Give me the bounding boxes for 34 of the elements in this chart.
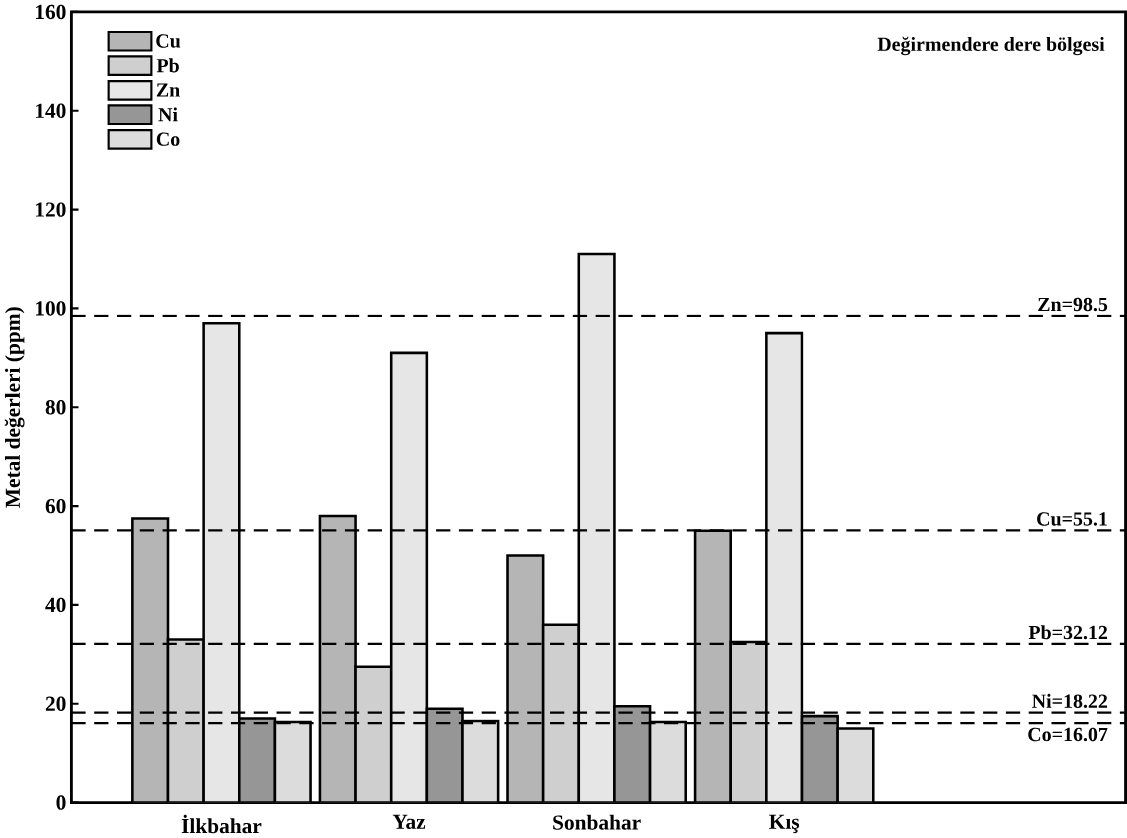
bar	[319, 515, 356, 803]
x-tick-label: Yaz	[392, 814, 426, 829]
y-tick-label: 20	[45, 696, 66, 711]
ref-line-label: Ni=18.22	[1032, 693, 1108, 708]
legend-label: Zn	[156, 83, 180, 97]
ref-line-label: Pb=32.12	[1028, 625, 1108, 640]
y-tick-label: 140	[36, 103, 66, 118]
y-tick-label: 100	[36, 301, 66, 316]
x-tick-label: Kış	[769, 814, 800, 834]
bar	[507, 555, 544, 803]
legend-label: Ni	[158, 107, 178, 122]
y-tick-label: 60	[45, 498, 66, 514]
y-tick-label: 160	[36, 4, 66, 20]
ref-line-label: Co=16.07	[1028, 727, 1108, 742]
bar	[765, 331, 804, 803]
bar	[693, 529, 732, 803]
y-tick-label: 120	[36, 202, 66, 217]
bar	[391, 352, 427, 803]
x-tick-label: Sonbahar	[553, 814, 641, 830]
ref-line-label: Zn=98.5	[1038, 297, 1108, 312]
y-tick-label: 80	[45, 400, 66, 415]
bar	[132, 518, 168, 803]
ref-line-label: Cu=55.1	[1037, 512, 1107, 526]
y-axis-title: Metal değerleri (ppm)	[4, 307, 25, 508]
x-tick-label: İlkbahar	[181, 814, 262, 834]
legend-label: Cu	[156, 34, 181, 48]
y-tick-label: 40	[45, 597, 66, 613]
legend-label: Pb	[156, 58, 179, 73]
text: Değirmendere dere bölgesi	[877, 36, 1105, 56]
bar	[543, 624, 579, 803]
y-tick-label: 0	[56, 795, 66, 810]
bar	[578, 254, 615, 803]
bar	[203, 323, 240, 803]
legend-label: Co	[156, 132, 180, 146]
